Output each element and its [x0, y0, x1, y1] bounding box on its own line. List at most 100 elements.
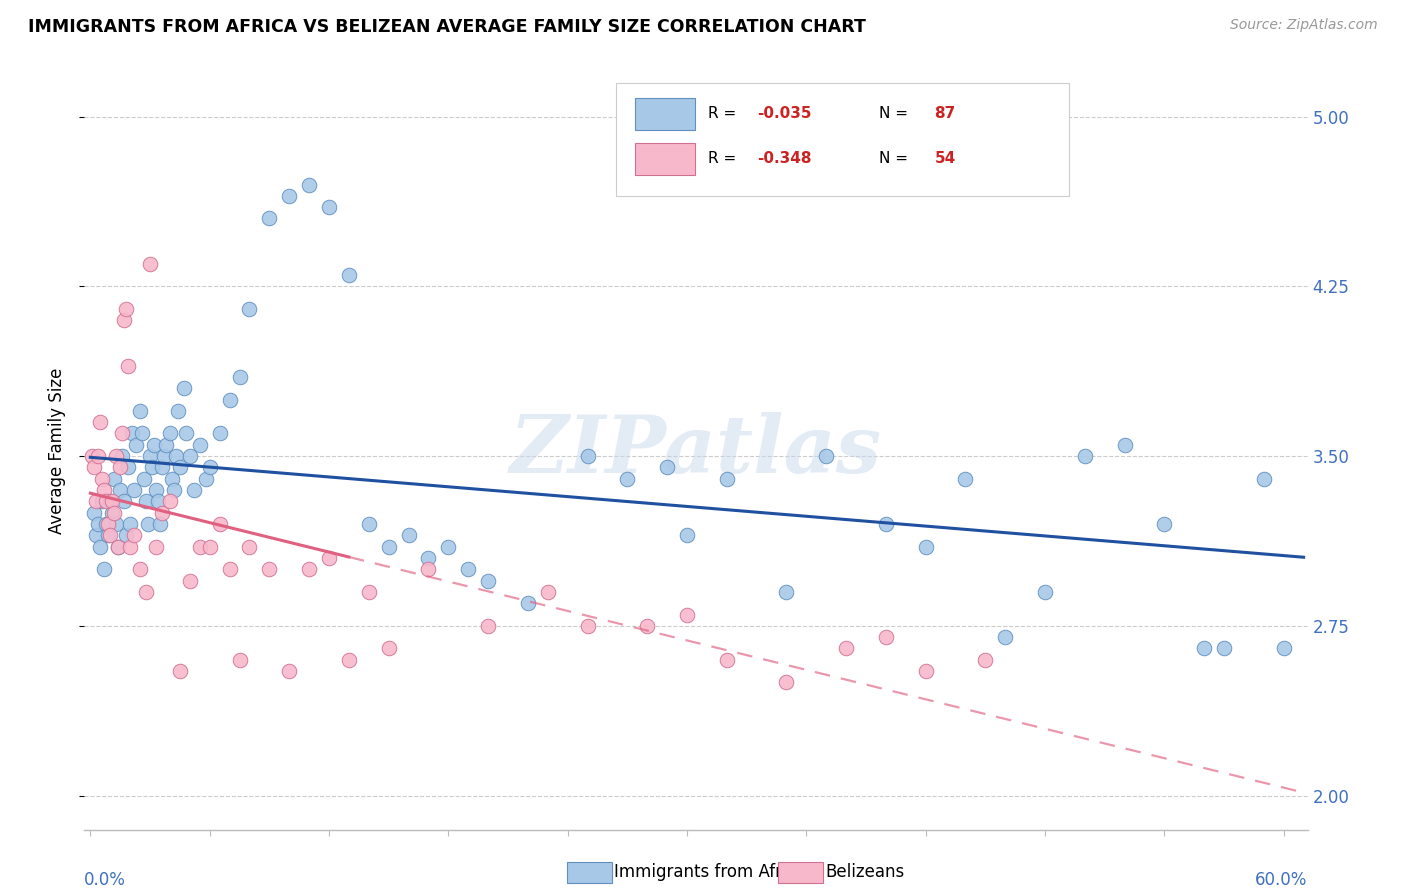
Point: [163, 483, 186, 497]
Point: [208, 426, 231, 441]
FancyBboxPatch shape: [636, 144, 695, 175]
Point: [111, 426, 134, 441]
Point: [98, 528, 121, 542]
Point: [155, 438, 177, 452]
Point: [636, 619, 658, 633]
Y-axis label: Average Family Size: Average Family Size: [48, 368, 66, 533]
Point: [457, 562, 479, 576]
Point: [875, 516, 897, 531]
Point: [188, 540, 211, 554]
Point: [716, 472, 738, 486]
Point: [129, 404, 152, 418]
Point: [159, 426, 181, 441]
Point: [815, 449, 838, 463]
Point: [477, 574, 499, 588]
Point: [93, 562, 115, 576]
Point: [576, 449, 599, 463]
Point: [208, 516, 231, 531]
Point: [108, 460, 131, 475]
Point: [676, 607, 699, 622]
Point: [477, 619, 499, 633]
Text: IMMIGRANTS FROM AFRICA VS BELIZEAN AVERAGE FAMILY SIZE CORRELATION CHART: IMMIGRANTS FROM AFRICA VS BELIZEAN AVERA…: [28, 18, 866, 36]
Point: [1272, 641, 1295, 656]
Point: [139, 449, 162, 463]
Point: [159, 494, 181, 508]
Point: [87, 449, 110, 463]
Point: [775, 585, 797, 599]
Point: [112, 494, 135, 508]
Point: [96, 494, 118, 508]
Point: [298, 178, 321, 192]
Point: [1074, 449, 1097, 463]
Point: [107, 540, 129, 554]
Text: Belizeans: Belizeans: [825, 863, 904, 881]
Point: [83, 506, 105, 520]
Point: [278, 664, 301, 678]
Point: [141, 460, 163, 475]
Point: [179, 449, 201, 463]
Point: [84, 494, 107, 508]
Point: [103, 472, 125, 486]
Point: [716, 653, 738, 667]
Point: [101, 506, 124, 520]
Point: [228, 653, 250, 667]
Point: [357, 516, 380, 531]
Point: [1114, 438, 1136, 452]
Point: [174, 426, 197, 441]
Point: [994, 630, 1017, 644]
Point: [132, 472, 155, 486]
Point: [198, 460, 221, 475]
Point: [1253, 472, 1275, 486]
Point: [82, 449, 104, 463]
Point: [377, 641, 399, 656]
Point: [143, 438, 166, 452]
Point: [108, 483, 131, 497]
Point: [775, 675, 797, 690]
Text: R =: R =: [709, 105, 737, 120]
Point: [111, 449, 134, 463]
Point: [238, 301, 260, 316]
Point: [153, 449, 176, 463]
Text: N =: N =: [880, 151, 908, 166]
Point: [676, 528, 699, 542]
Point: [188, 438, 211, 452]
FancyBboxPatch shape: [636, 98, 695, 129]
Point: [218, 562, 240, 576]
Text: Source: ZipAtlas.com: Source: ZipAtlas.com: [1230, 18, 1378, 32]
Point: [89, 540, 111, 554]
Point: [165, 449, 187, 463]
Point: [337, 653, 360, 667]
Point: [145, 540, 167, 554]
Point: [576, 619, 599, 633]
Point: [125, 438, 148, 452]
Point: [298, 562, 321, 576]
Point: [537, 585, 560, 599]
Point: [112, 313, 135, 327]
Text: 60.0%: 60.0%: [1256, 871, 1308, 889]
Point: [117, 359, 139, 373]
Point: [357, 585, 380, 599]
Point: [129, 562, 152, 576]
Point: [150, 460, 173, 475]
Point: [914, 540, 936, 554]
Point: [105, 516, 128, 531]
Point: [121, 426, 143, 441]
Point: [96, 516, 118, 531]
Point: [89, 415, 111, 429]
Point: [122, 528, 145, 542]
Point: [398, 528, 420, 542]
Point: [149, 516, 172, 531]
Point: [437, 540, 460, 554]
Point: [1153, 516, 1175, 531]
Point: [228, 370, 250, 384]
Point: [105, 449, 128, 463]
Point: [169, 460, 191, 475]
Point: [173, 381, 195, 395]
Point: [107, 540, 129, 554]
Point: [146, 494, 169, 508]
Point: [122, 483, 145, 497]
Text: Immigrants from Africa: Immigrants from Africa: [614, 863, 806, 881]
Point: [103, 506, 125, 520]
Point: [150, 506, 173, 520]
Point: [115, 528, 138, 542]
